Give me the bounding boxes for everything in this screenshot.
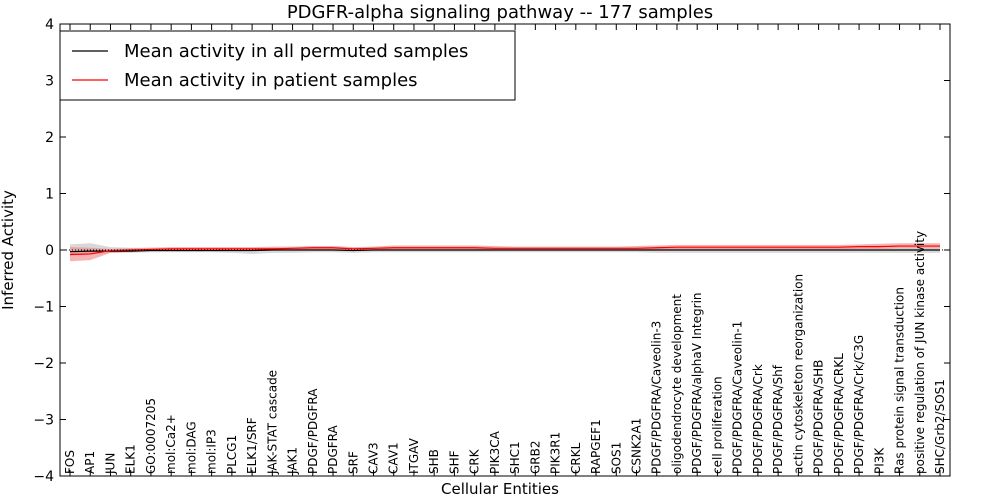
category-label: Ras protein signal transduction [893, 287, 907, 474]
category-label: mol:IP3 [205, 429, 219, 474]
y-tick-label: 2 [45, 130, 54, 146]
category-label: AP1 [83, 451, 97, 474]
category-label: PLCG1 [225, 435, 239, 474]
category-label: PDGFRA [326, 424, 340, 474]
category-label: PDGF/PDGFRA/Caveolin-3 [650, 321, 664, 474]
category-label: cell proliferation [710, 376, 724, 474]
legend-box [59, 30, 516, 101]
legend: Mean activity in all permuted samples Me… [59, 30, 516, 101]
y-tick-label: −4 [33, 469, 54, 485]
category-label: JAK1 [286, 447, 300, 475]
y-tick-label: −1 [33, 300, 54, 316]
chart-title: PDGFR-alpha signaling pathway -- 177 sam… [287, 2, 713, 23]
y-tick-label: 4 [45, 17, 54, 33]
category-label: PDGF/PDGFRA/SHB [812, 360, 826, 474]
legend-label-patient: Mean activity in patient samples [124, 70, 418, 91]
category-label: SRF [346, 451, 360, 474]
series-line-patient [69, 245, 940, 256]
category-label: PDGF/PDGFRA/Crk [751, 364, 765, 474]
category-label: ITGAV [407, 437, 421, 474]
legend-label-permuted: Mean activity in all permuted samples [124, 41, 468, 62]
y-tick-label: 1 [45, 187, 54, 203]
category-label: oligodendrocyte development [670, 294, 684, 474]
category-label: CAV3 [366, 442, 380, 474]
category-label: CRKL [569, 442, 583, 474]
category-label: PI3K [872, 447, 886, 474]
category-label: positive regulation of JUN kinase activi… [913, 231, 927, 474]
category-label: actin cytoskeleton reorganization [791, 274, 805, 474]
category-label: CAV1 [387, 442, 401, 474]
category-label: mol:Ca2+ [164, 414, 178, 474]
category-label: PDGF/PDGFRA/CRKL [832, 353, 846, 474]
category-label: CRK [468, 448, 482, 474]
category-label: PIK3R1 [549, 432, 563, 474]
category-label: ELK1/SRF [245, 417, 259, 474]
category-label: ELK1 [124, 444, 138, 474]
y-tick-label: −3 [33, 413, 54, 429]
category-label: PDGF/PDGFRA/Shf [771, 364, 785, 474]
category-label: JAK-STAT cascade [265, 370, 279, 475]
category-label: RAPGEF1 [589, 419, 603, 474]
y-tick-label: 0 [45, 243, 54, 259]
category-label: SHF [447, 450, 461, 474]
category-label: SOS1 [609, 442, 623, 474]
x-axis-label: Cellular Entities [441, 480, 559, 498]
category-label: PDGF/PDGFRA/Caveolin-1 [731, 321, 745, 474]
y-tick-label: 3 [45, 74, 54, 90]
category-label: SHC/Grb2/SOS1 [933, 379, 947, 474]
category-label: GO:0007205 [144, 398, 158, 474]
plot-frame [59, 23, 951, 477]
category-label: PDGF/PDGFRA/Crk/C3G [852, 335, 866, 474]
category-label: PIK3CA [488, 430, 502, 474]
y-tick-label: −2 [33, 356, 54, 372]
category-label: PDGF/PDGFRA [306, 388, 320, 474]
category-label: PDGF/PDGFRA/alphaV Integrin [690, 292, 704, 474]
x-axis-ticks: FOS AP1 JUN ELK1 GO:0007205 mol:Ca2+ mol:DAG mo… [63, 24, 947, 476]
category-label: mol:DAG [184, 421, 198, 474]
category-label: SHC1 [508, 441, 522, 474]
category-label: FOS [63, 450, 77, 474]
y-axis-label: Inferred Activity [0, 190, 17, 310]
category-label: SHB [427, 449, 441, 474]
category-label: JUN [103, 453, 117, 475]
category-label: GRB2 [528, 440, 542, 474]
y-axis-ticks: 4 3 2 1 0 −1 −2 −3 −4 [33, 17, 950, 485]
category-label: CSNK2A1 [630, 418, 644, 474]
